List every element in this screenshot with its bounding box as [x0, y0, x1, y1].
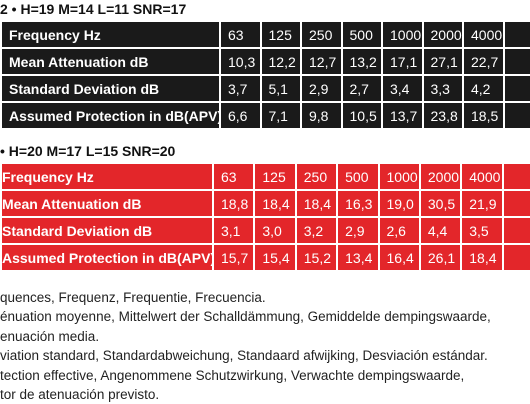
attenuation-table: Frequency Hz 63 125 250 500 1000 2000 4000 Mean …	[0, 162, 530, 272]
cell: 2,7	[340, 74, 383, 103]
cell: 4,4	[418, 216, 463, 245]
cell: 63	[219, 20, 262, 49]
cell: 10,3	[219, 47, 262, 76]
cell: 18,8	[211, 189, 256, 218]
cell: 19,0	[377, 189, 421, 218]
cell: 12,2	[259, 47, 302, 76]
cell: 22,7	[462, 47, 505, 76]
cell: 3,0	[253, 216, 297, 245]
table-row: Frequency Hz 63 125 250 500 1000 2000 4000	[0, 20, 530, 49]
table-heading: 2 • H=19 M=14 L=11 SNR=17	[0, 1, 187, 17]
cell: 23,8	[421, 101, 464, 130]
cell: 3,5	[460, 216, 504, 245]
cell	[502, 74, 530, 103]
cell: 10,5	[340, 101, 383, 130]
note-line: énuation moyenne, Mittelwert der Schalld…	[0, 309, 491, 325]
cell: 18,4	[294, 189, 339, 218]
cell: 13,7	[381, 101, 424, 130]
row-label: Mean Attenuation dB	[0, 189, 214, 218]
table-heading: • H=20 M=17 L=15 SNR=20	[0, 143, 176, 159]
note-line: tection effective, Angenommene Schutzwir…	[0, 367, 465, 383]
cell: 16,3	[336, 189, 380, 218]
cell: 18,4	[460, 243, 504, 272]
cell: 500	[340, 20, 383, 49]
cell: 2,9	[300, 74, 343, 103]
note-line: enuación media.	[0, 328, 100, 344]
table-row: Assumed Protection in dB(APV) 15,7 15,4 15,…	[0, 243, 530, 272]
attenuation-table: Frequency Hz 63 125 250 500 1000 2000 4000 Mean …	[0, 20, 530, 130]
row-label: Standard Deviation dB	[0, 216, 214, 245]
cell	[501, 162, 530, 191]
table-row: Standard Deviation dB 3,7 5,1 2,9 2,7 3,4 3,3 4…	[0, 74, 530, 103]
cell: 3,4	[381, 74, 424, 103]
cell: 27,1	[421, 47, 464, 76]
cell: 16,4	[377, 243, 421, 272]
cell: 500	[336, 162, 380, 191]
row-label: Mean Attenuation dB	[0, 47, 221, 76]
cell: 13,4	[336, 243, 380, 272]
cell: 18,5	[462, 101, 505, 130]
cell: 3,7	[219, 74, 262, 103]
cell: 21,9	[460, 189, 504, 218]
cell: 3,2	[294, 216, 339, 245]
cell: 4000	[462, 20, 505, 49]
cell: 6,6	[219, 101, 262, 130]
table-row: Frequency Hz 63 125 250 500 1000 2000 4000	[0, 162, 530, 191]
cell: 15,4	[253, 243, 297, 272]
cell	[501, 216, 530, 245]
cell	[501, 189, 530, 218]
cell: 125	[259, 20, 302, 49]
note-line: quences, Frequenz, Frequentie, Frecuenci…	[0, 290, 266, 305]
cell: 18,4	[253, 189, 297, 218]
table-row: Mean Attenuation dB 10,3 12,2 12,7 13,2 17,1 2…	[0, 47, 530, 76]
cell: 63	[211, 162, 256, 191]
row-label: Assumed Protection in dB(APV)	[0, 243, 214, 272]
note-line: viation standard, Standardabweichung, St…	[0, 348, 488, 364]
cell: 2000	[418, 162, 463, 191]
cell	[501, 243, 530, 272]
row-label: Frequency Hz	[0, 20, 221, 49]
cell: 4,2	[462, 74, 505, 103]
cell: 2,6	[377, 216, 421, 245]
cell: 1000	[377, 162, 421, 191]
cell: 125	[253, 162, 297, 191]
cell	[502, 20, 530, 49]
cell: 13,2	[340, 47, 383, 76]
cell: 250	[300, 20, 343, 49]
cell: 4000	[460, 162, 504, 191]
cell	[502, 47, 530, 76]
cell: 1000	[381, 20, 424, 49]
notes: quences, Frequenz, Frequentie, Frecuenci…	[0, 288, 491, 404]
cell: 26,1	[418, 243, 463, 272]
cell: 3,3	[421, 74, 464, 103]
note-line: tor de atenuación previsto.	[0, 387, 160, 403]
cell	[502, 101, 530, 130]
cell: 5,1	[259, 74, 302, 103]
cell: 3,1	[211, 216, 256, 245]
row-label: Frequency Hz	[0, 162, 214, 191]
table-row: Mean Attenuation dB 18,8 18,4 18,4 16,3 19,0 3…	[0, 189, 530, 218]
cell: 9,8	[300, 101, 343, 130]
cell: 7,1	[259, 101, 302, 130]
cell: 30,5	[418, 189, 463, 218]
cell: 2,9	[336, 216, 380, 245]
cell: 17,1	[381, 47, 424, 76]
cell: 15,2	[294, 243, 339, 272]
cell: 2000	[421, 20, 464, 49]
cell: 15,7	[211, 243, 256, 272]
table-row: Standard Deviation dB 3,1 3,0 3,2 2,9 2,6 4,4 3…	[0, 216, 530, 245]
cell: 12,7	[300, 47, 343, 76]
cell: 250	[294, 162, 339, 191]
row-label: Assumed Protection in dB(APV)	[0, 101, 221, 130]
row-label: Standard Deviation dB	[0, 74, 221, 103]
table-row: Assumed Protection in dB(APV) 6,6 7,1 9,8 10…	[0, 101, 530, 130]
